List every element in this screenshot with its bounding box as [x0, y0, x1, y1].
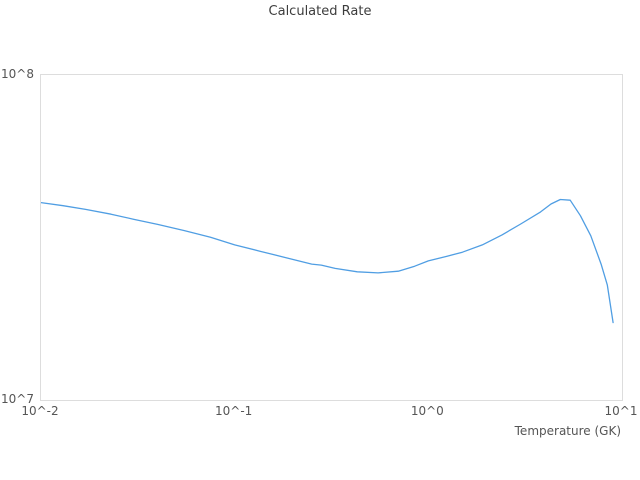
- x-tick-label: 10^-2: [21, 404, 59, 418]
- rate-curve-plot: [41, 198, 614, 324]
- x-tick-label: 10^-1: [215, 404, 253, 418]
- y-tick-label: 10^8: [1, 67, 34, 81]
- x-axis-title: Temperature (GK): [514, 424, 621, 438]
- x-tick-label: 10^0: [410, 404, 444, 418]
- chart-title: Calculated Rate: [268, 4, 372, 19]
- plot-area: [40, 74, 623, 401]
- x-tick-label: 10^1: [604, 404, 638, 418]
- y-tick-label: 10^7: [1, 392, 34, 406]
- rate-curve-line: [41, 198, 614, 324]
